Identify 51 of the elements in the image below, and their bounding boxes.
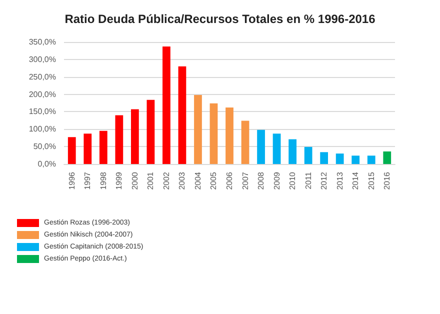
x-tick-label: 2014 xyxy=(351,171,360,190)
bar xyxy=(304,146,312,164)
y-tick-label: 0,0% xyxy=(38,160,56,168)
x-tick-label: 2005 xyxy=(209,171,218,190)
bar xyxy=(320,152,328,164)
bar xyxy=(272,134,281,164)
bar xyxy=(210,103,218,164)
x-tick-label: 2006 xyxy=(225,171,234,190)
y-tick-label: 350,0% xyxy=(28,38,56,46)
bar xyxy=(130,109,139,164)
bar xyxy=(194,94,202,164)
x-tick-label: 2001 xyxy=(146,171,156,190)
bar xyxy=(226,108,234,164)
bar xyxy=(146,100,155,164)
x-tick-label: 1999 xyxy=(114,171,124,190)
x-tick-label: 1996 xyxy=(67,171,76,190)
x-tick-label: 2003 xyxy=(178,171,187,190)
x-tick-label: 2000 xyxy=(130,171,140,190)
y-tick-label: 100,0% xyxy=(28,124,56,134)
bar xyxy=(115,115,124,164)
x-tick-label: 2011 xyxy=(304,171,313,190)
bar xyxy=(288,139,296,164)
bar xyxy=(383,151,392,164)
x-tick-label: 2002 xyxy=(162,171,171,190)
bar xyxy=(336,154,344,164)
x-tick-label: 2004 xyxy=(193,171,202,190)
x-tick-label: 2008 xyxy=(256,171,266,190)
bar xyxy=(68,137,76,164)
bar xyxy=(241,120,250,164)
x-tick-label: 2013 xyxy=(335,171,344,190)
bar xyxy=(178,66,186,164)
x-tick-label: 2007 xyxy=(240,171,250,190)
bar xyxy=(99,130,108,164)
bar xyxy=(162,46,170,164)
x-tick-label: 2012 xyxy=(320,171,329,190)
x-tick-label: 1997 xyxy=(83,171,92,190)
y-tick-label: 250,0% xyxy=(28,72,56,82)
y-tick-label: 150,0% xyxy=(28,107,56,116)
x-tick-label: 2010 xyxy=(288,171,298,190)
bar xyxy=(352,156,360,164)
x-tick-label: 2015 xyxy=(366,171,376,190)
bar xyxy=(84,134,92,164)
y-tick-label: 50,0% xyxy=(33,142,56,152)
x-tick-label: 1998 xyxy=(98,171,108,190)
chart-title: Ratio Deuda Pública/Recursos Totales en % 1996-2016 xyxy=(64,12,376,26)
bar xyxy=(257,130,265,164)
y-tick-label: 200,0% xyxy=(28,90,56,99)
y-tick-label: 300,0% xyxy=(28,54,56,64)
x-tick-label: 2009 xyxy=(272,171,282,190)
x-tick-label: 2016 xyxy=(382,171,392,190)
bar xyxy=(367,156,376,164)
